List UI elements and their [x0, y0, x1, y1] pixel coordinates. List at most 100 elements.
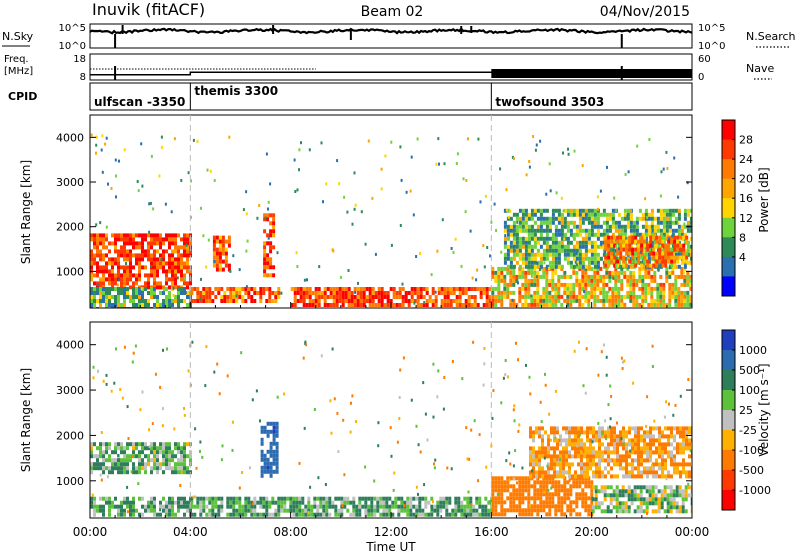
- velocity-cell: [625, 450, 628, 455]
- velocity-cell: [536, 512, 540, 517]
- velocity-cell: [613, 462, 616, 467]
- power-cell: [524, 244, 528, 249]
- velocity-cell: [126, 454, 129, 459]
- power-cell: [653, 298, 657, 303]
- power-cell: [668, 302, 672, 307]
- velocity-cell: [571, 474, 574, 479]
- power-cell: [272, 229, 276, 234]
- velocity-cell: [563, 512, 567, 517]
- velocity-cell: [497, 512, 501, 517]
- velocity-cell: [636, 509, 640, 514]
- power-cell: [635, 228, 639, 233]
- velocity-cell-speckle: [517, 429, 520, 433]
- velocity-cell: [684, 493, 688, 498]
- velocity-cell: [661, 466, 664, 471]
- velocity-cell: [594, 497, 598, 502]
- velocity-cell: [262, 504, 266, 509]
- power-cell: [434, 299, 438, 303]
- power-cell: [539, 264, 543, 269]
- power-cell: [605, 270, 609, 275]
- power-cell: [638, 274, 642, 279]
- power-cell: [665, 270, 669, 275]
- power-cell: [545, 290, 549, 295]
- power-cell-speckle: [354, 290, 357, 294]
- power-cell: [129, 253, 132, 258]
- velocity-cell: [364, 496, 368, 501]
- velocity-cell: [533, 504, 537, 509]
- velocity-cell: [586, 426, 589, 431]
- power-cell-speckle: [572, 235, 575, 239]
- power-cell: [590, 224, 594, 229]
- power-cell: [174, 285, 177, 290]
- power-cell: [183, 291, 186, 295]
- power-cell: [150, 287, 153, 291]
- velocity-cell: [190, 500, 194, 505]
- velocity-cell: [569, 492, 573, 497]
- power-cell: [506, 282, 510, 287]
- power-cell: [93, 295, 96, 299]
- power-cell: [132, 303, 135, 307]
- velocity-cell: [670, 454, 673, 459]
- power-cell: [548, 294, 552, 299]
- power-cell: [266, 253, 270, 258]
- velocity-cell: [673, 438, 676, 443]
- power-cell: [135, 281, 138, 286]
- power-cell: [617, 294, 621, 299]
- power-cell: [180, 257, 183, 262]
- power-cell: [150, 237, 153, 242]
- power-cell: [458, 303, 462, 307]
- velocity-cell: [269, 473, 273, 478]
- velocity-cell: [111, 466, 114, 471]
- velocity-cell: [589, 462, 592, 467]
- velocity-cell-speckle: [123, 345, 126, 349]
- power-cell: [341, 295, 345, 299]
- power-cell: [506, 252, 510, 257]
- velocity-cell: [565, 450, 568, 455]
- velocity-cell: [475, 512, 479, 517]
- velocity-cell: [120, 458, 123, 463]
- power-cell: [551, 244, 555, 249]
- power-cell: [500, 266, 504, 271]
- power-cell: [646, 259, 650, 264]
- power-cell: [335, 299, 339, 303]
- power-cell: [126, 287, 129, 291]
- power-cell: [689, 286, 692, 291]
- velocity-cell: [527, 480, 531, 485]
- velocity-cell: [343, 500, 347, 505]
- velocity-cell-speckle: [303, 426, 306, 430]
- velocity-cell: [93, 508, 96, 513]
- power-cell-speckle: [245, 285, 248, 289]
- power-cell: [153, 253, 156, 258]
- velocity-cell: [634, 442, 637, 447]
- power-cell: [596, 278, 600, 283]
- power-cell-speckle: [320, 141, 323, 145]
- velocity-cell-speckle: [582, 449, 585, 453]
- power-cell: [563, 270, 567, 275]
- velocity-cell: [685, 462, 688, 467]
- velocity-cell: [129, 442, 132, 447]
- power-cell: [593, 264, 597, 269]
- power-cell-speckle: [549, 189, 552, 193]
- velocity-cell: [280, 508, 284, 513]
- power-cell: [96, 273, 99, 278]
- power-cell-speckle: [264, 216, 267, 220]
- velocity-cell-speckle: [105, 382, 108, 386]
- velocity-cell: [491, 496, 495, 501]
- power-cell: [542, 270, 546, 275]
- velocity-cell: [637, 470, 640, 475]
- velocity-cell: [600, 509, 604, 514]
- power-colorbar-tick-label: 20: [739, 173, 753, 186]
- power-cell: [677, 240, 681, 245]
- power-cell: [102, 281, 105, 286]
- velocity-cell: [235, 500, 239, 505]
- velocity-cell: [634, 426, 637, 431]
- power-cell-speckle: [435, 162, 438, 166]
- velocity-cell: [586, 446, 589, 451]
- power-cell: [610, 235, 614, 240]
- power-cell: [587, 266, 591, 271]
- velocity-cell-speckle: [132, 351, 135, 355]
- velocity-cell: [138, 442, 141, 447]
- velocity-cell: [340, 500, 344, 505]
- power-cell: [359, 287, 363, 291]
